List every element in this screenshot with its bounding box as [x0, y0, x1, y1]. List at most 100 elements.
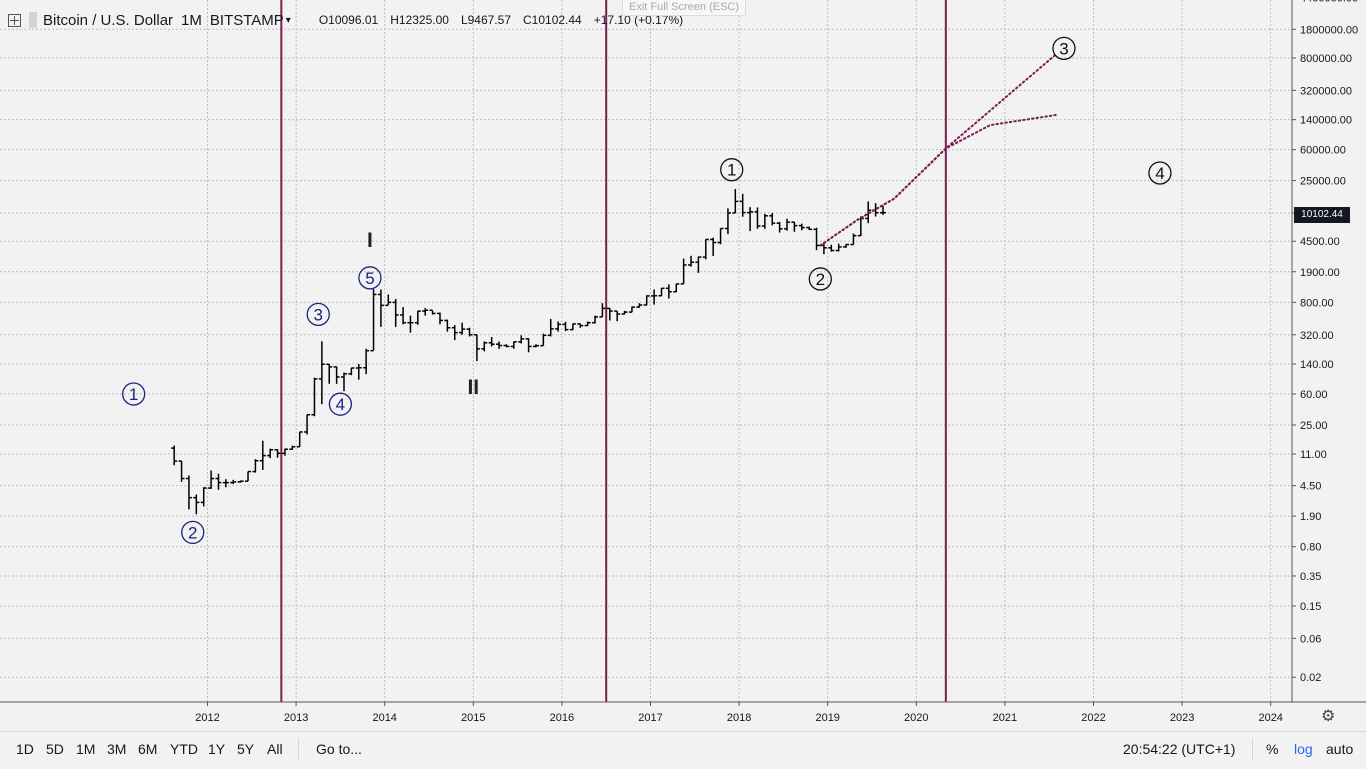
- ohlc-bar: [444, 319, 451, 332]
- timeframe-ytd-button[interactable]: YTD: [170, 741, 198, 757]
- wave-label-circle[interactable]: 3: [1052, 36, 1076, 61]
- axes: 4400000.001800000.00800000.00320000.0014…: [0, 0, 1366, 724]
- high-value: H12325.00: [390, 13, 449, 27]
- timeframe-5d-button[interactable]: 5D: [46, 741, 64, 757]
- ohlc-bar: [385, 294, 392, 307]
- timeframe-all-button[interactable]: All: [267, 741, 283, 757]
- wave-number: 1: [129, 385, 138, 404]
- open-value: O10096.01: [318, 13, 379, 27]
- wave-label-circle[interactable]: 2: [181, 520, 205, 545]
- ohlc-bar: [843, 243, 850, 248]
- wave-label-roman[interactable]: I: [367, 229, 373, 252]
- price-tick-label: 1.90: [1300, 511, 1321, 523]
- wave-label-circle[interactable]: 2: [808, 267, 832, 291]
- price-tick-label: 320000.00: [1300, 85, 1352, 97]
- projection-path[interactable]: [819, 113, 1058, 247]
- year-tick-label: 2017: [638, 712, 662, 724]
- price-tick-label: 800.00: [1300, 297, 1334, 309]
- wave-circle: [720, 158, 744, 182]
- wave-label-roman[interactable]: II: [467, 376, 479, 399]
- auto-scale-button[interactable]: auto: [1326, 741, 1354, 757]
- wave-label-circle[interactable]: 1: [720, 158, 744, 182]
- year-tick-label: 2014: [372, 712, 396, 724]
- year-tick-label: 2012: [195, 712, 219, 724]
- ohlc-bar: [451, 325, 458, 341]
- ohlc-bar: [769, 213, 776, 226]
- ohlc-bar: [828, 244, 835, 252]
- wave-label-circle[interactable]: 1: [122, 382, 146, 406]
- log-scale-button[interactable]: log: [1294, 741, 1313, 757]
- year-tick-label: 2021: [993, 712, 1017, 724]
- ohlc-bar: [333, 366, 340, 384]
- ohlc-bar: [400, 307, 407, 325]
- year-tick-label: 2015: [461, 712, 485, 724]
- ohlc-bar: [503, 344, 510, 348]
- ohlc-bar: [318, 341, 325, 405]
- ohlc-bar: [392, 298, 399, 327]
- goto-date-button[interactable]: Go to...: [316, 741, 362, 757]
- add-symbol-icon[interactable]: [8, 13, 21, 27]
- ohlc-bar: [688, 255, 695, 267]
- ohlc-bar: [200, 487, 207, 507]
- exit-fullscreen-hint[interactable]: Exit Full Screen (ESC): [622, 0, 746, 16]
- timeframe-3m-button[interactable]: 3M: [107, 741, 127, 757]
- ohlc-bar: [695, 256, 702, 273]
- ohlc-bar: [680, 258, 687, 285]
- ohlc-bar: [791, 221, 798, 232]
- ohlc-bar: [651, 289, 658, 305]
- wave-label-circle[interactable]: 3: [306, 302, 330, 326]
- price-tick-label: 60000.00: [1300, 145, 1346, 157]
- year-tick-label: 2020: [904, 712, 928, 724]
- vertical-cycle-lines[interactable]: [280, 0, 947, 702]
- timeframe-6m-button[interactable]: 6M: [138, 741, 158, 757]
- price-tick-label: 1900.00: [1300, 267, 1340, 279]
- ohlc-bar: [348, 367, 355, 376]
- ohlc-bar: [363, 348, 370, 375]
- symbol-name[interactable]: Bitcoin / U.S. Dollar: [43, 11, 174, 29]
- wave-number: 3: [1059, 39, 1068, 58]
- price-tick-label: 11.00: [1300, 449, 1327, 461]
- change-value: +17.10 (+0.17%): [593, 13, 684, 27]
- price-tick-label: 140.00: [1300, 359, 1334, 371]
- ohlc-bar: [798, 223, 805, 231]
- ohlc-bar: [761, 213, 768, 229]
- ohlc-bar: [673, 283, 680, 293]
- timeframe-1m-button[interactable]: 1M: [76, 741, 96, 757]
- ohlc-bar: [717, 227, 724, 245]
- ohlc-bar: [326, 363, 333, 384]
- ohlc-bar: [311, 377, 318, 417]
- gear-icon[interactable]: ⚙: [1321, 708, 1336, 725]
- ohlc-bar: [850, 233, 857, 246]
- price-tick-label: 25000.00: [1300, 176, 1346, 188]
- ohlc-bar: [178, 460, 185, 482]
- ohlc-bar: [865, 201, 872, 224]
- ohlc-bar: [776, 221, 783, 233]
- percent-scale-button[interactable]: %: [1266, 741, 1279, 757]
- interval-label[interactable]: 1M: [181, 11, 202, 29]
- wave-circle: [122, 382, 146, 406]
- symbol-header: Bitcoin / U.S. Dollar 1M BITSTAMP ▾ O100…: [8, 8, 683, 32]
- ohlc-bar: [370, 289, 377, 352]
- timeframe-5y-button[interactable]: 5Y: [237, 741, 255, 757]
- price-tick-label: 4500.00: [1300, 236, 1340, 248]
- price-tick-label: 4400000.00: [1300, 0, 1358, 5]
- ohlc-bar: [466, 327, 473, 337]
- wave-label-circle[interactable]: 4: [1148, 161, 1172, 185]
- exchange-label[interactable]: BITSTAMP: [209, 11, 284, 29]
- ohlc-bar: [532, 344, 539, 348]
- ohlc-bar: [259, 440, 266, 470]
- wave-label-circle[interactable]: 5: [358, 266, 382, 290]
- toolbar-divider: [298, 738, 299, 760]
- year-tick-label: 2018: [727, 712, 751, 724]
- ohlc-bar: [473, 334, 480, 362]
- chevron-down-icon[interactable]: ▾: [285, 14, 291, 26]
- timeframe-1d-button[interactable]: 1D: [16, 741, 34, 757]
- projection-lines[interactable]: [819, 52, 1058, 247]
- year-tick-label: 2024: [1258, 712, 1282, 724]
- price-tick-label: 140000.00: [1300, 115, 1352, 127]
- wave-label-circle[interactable]: 4: [328, 392, 353, 416]
- timeframe-1y-button[interactable]: 1Y: [208, 741, 226, 757]
- ohlc-bar: [185, 475, 192, 510]
